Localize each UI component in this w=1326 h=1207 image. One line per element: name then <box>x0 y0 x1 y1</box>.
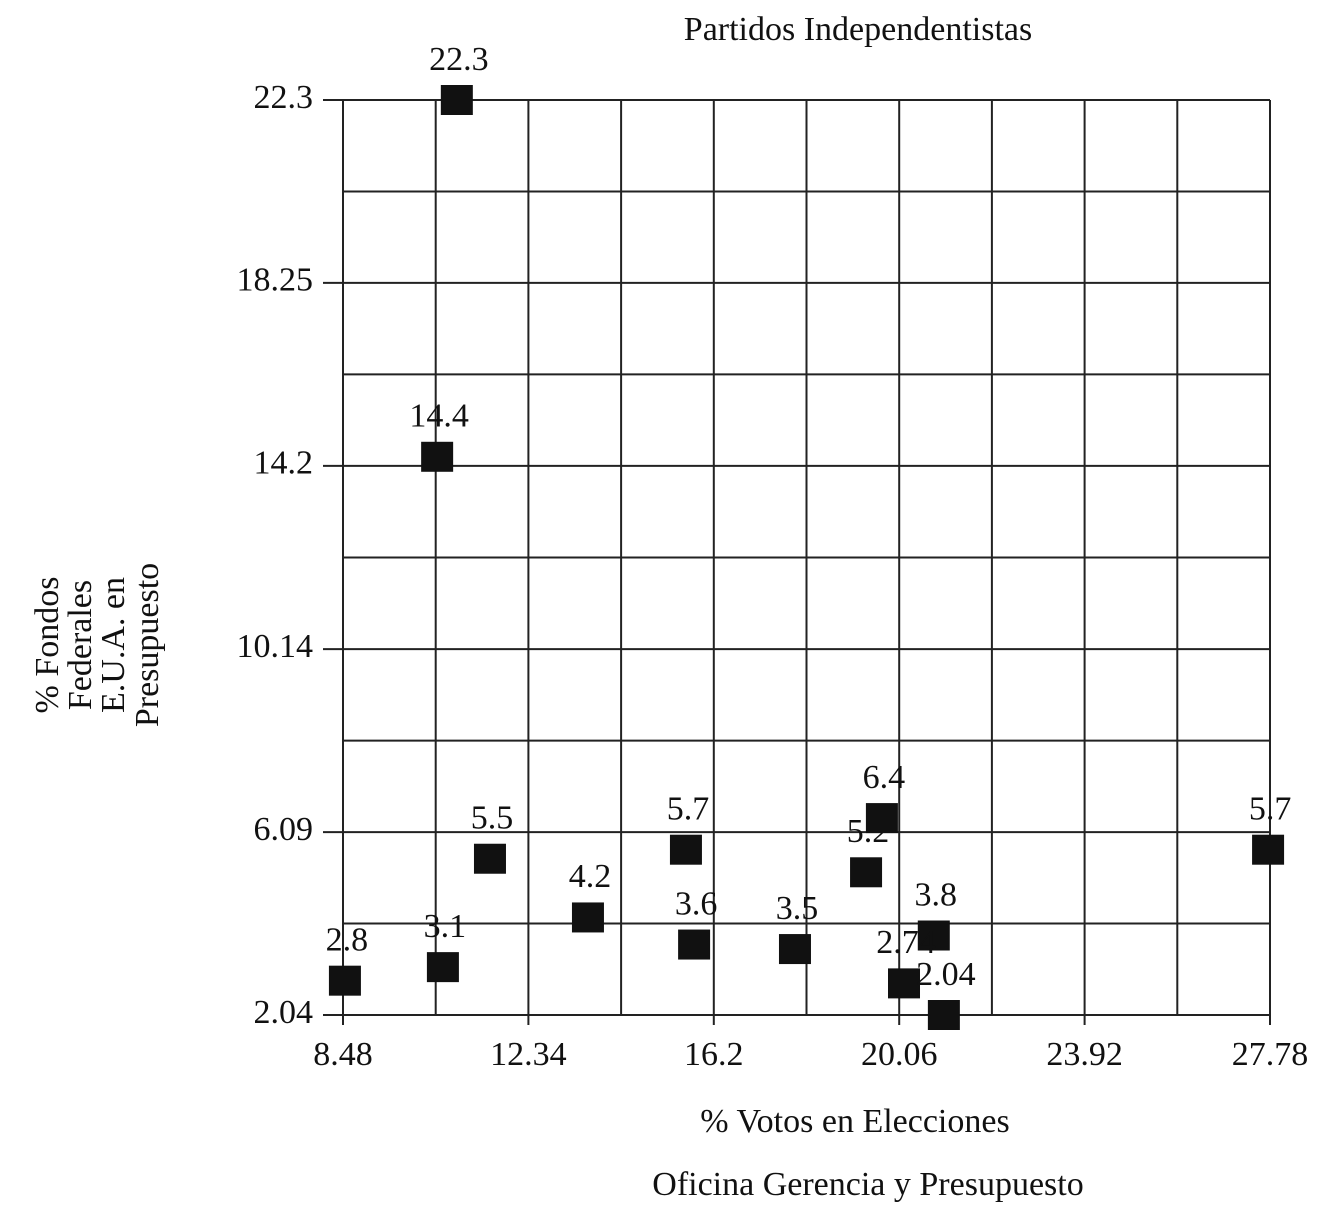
y-tick-label: 14.2 <box>254 445 314 482</box>
point <box>850 857 883 888</box>
y-tick-label: 18.25 <box>237 262 314 299</box>
data-label: 3.1 <box>424 908 467 945</box>
x-tick-label: 20.06 <box>861 1036 938 1073</box>
data-label: 2.74 <box>876 924 936 961</box>
data-label: 5.7 <box>667 791 710 828</box>
x-tick-label: 23.92 <box>1046 1036 1123 1073</box>
y-tick-label: 2.04 <box>254 994 314 1031</box>
data-label: 2.04 <box>916 956 976 993</box>
data-label: 4.2 <box>569 858 612 895</box>
point <box>778 934 811 965</box>
y-tick-label: 6.09 <box>254 811 314 848</box>
x-tick-label: 8.48 <box>313 1036 373 1073</box>
point <box>421 441 454 472</box>
data-label: 3.6 <box>675 885 718 922</box>
x-tick-label: 16.2 <box>684 1036 744 1073</box>
chart-title: Partidos Independentistas <box>684 11 1032 48</box>
point <box>865 803 898 834</box>
y-axis-label-line: % Fondos <box>29 577 66 714</box>
data-label: 5.5 <box>471 800 514 837</box>
point <box>571 902 604 933</box>
y-axis-label-line: Presupuesto <box>129 563 166 727</box>
y-axis-label-line: E.U.A. en <box>95 577 132 713</box>
data-label: 22.3 <box>429 41 489 78</box>
data-label: 3.5 <box>776 890 819 927</box>
x-axis-label: % Votos en Elecciones <box>700 1103 1009 1140</box>
point <box>917 920 950 951</box>
point <box>440 85 473 115</box>
x-tick-label: 12.34 <box>490 1036 567 1073</box>
data-label: 3.8 <box>915 876 958 913</box>
data-label: 14.4 <box>409 398 469 435</box>
point <box>426 952 459 983</box>
point <box>669 834 702 865</box>
point <box>1252 834 1285 865</box>
point <box>473 843 506 874</box>
data-label: 6.4 <box>863 759 906 796</box>
data-label: 5.7 <box>1249 791 1292 828</box>
y-axis-label: % Fondos Federales E.U.A. en Presupuesto <box>29 563 166 727</box>
y-tick-label: 22.3 <box>254 79 314 116</box>
x-tick-label: 27.78 <box>1232 1036 1309 1073</box>
point <box>328 965 361 996</box>
data-label: 2.8 <box>326 921 369 958</box>
point <box>888 968 921 999</box>
y-tick-label: 10.14 <box>237 628 314 665</box>
y-axis-label-line: Federales <box>62 580 99 710</box>
point <box>678 929 711 960</box>
point <box>927 1000 960 1030</box>
caption: Oficina Gerencia y Presupuesto <box>652 1166 1083 1203</box>
